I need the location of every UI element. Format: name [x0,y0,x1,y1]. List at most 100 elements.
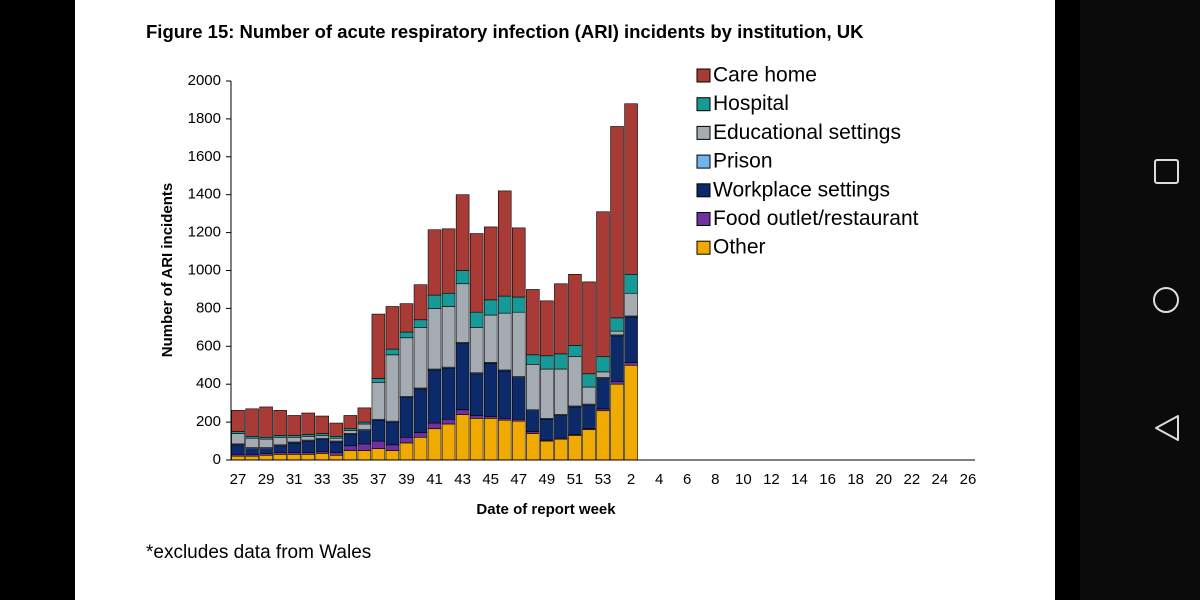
bar-segment [540,440,554,461]
bar-segment [455,409,470,415]
bar-segment [497,312,512,371]
x-tick-label: 26 [960,471,977,488]
x-tick-label: 16 [819,471,836,488]
legend-label: Other [713,236,766,259]
bar-segment [610,335,624,382]
bar-segment [441,228,456,294]
x-tick-label: 12 [763,471,780,488]
bar-segment [329,441,344,453]
bar-segment [469,311,484,328]
x-tick-label: 8 [711,471,719,488]
bar-segment [399,331,414,339]
bar-segment [301,440,315,453]
bar-segment [540,368,554,419]
bar-segment [469,327,484,374]
bar-segment [526,433,540,461]
bar-segment [483,418,498,461]
bar-segment [329,454,344,461]
bar-segment [259,438,273,448]
bar-segment [610,126,624,319]
bar-segment [441,306,456,368]
bar-segment [582,373,596,388]
x-tick-label: 24 [932,471,949,488]
bar-segment [287,436,301,443]
bar-segment [455,414,470,461]
x-tick-label: 35 [342,471,359,488]
bar-segment [385,306,400,350]
legend-label: Workplace settings [713,178,890,201]
chart-title: Figure 15: Number of acute respiratory i… [146,21,864,42]
bar-segment [497,295,512,314]
bar-segment [371,440,386,449]
x-tick-label: 39 [398,471,415,488]
bar-segment [399,436,414,444]
y-tick-label: 1000 [188,261,221,278]
bar-segment [259,448,273,454]
back-button[interactable] [1155,415,1179,441]
bar-segment [413,432,428,438]
bar-segment [245,448,259,455]
bar-segment [469,415,484,419]
bar-segment [385,450,400,461]
y-tick-label: 1600 [188,148,221,165]
x-tick-label: 2 [627,471,635,488]
bar-segment [441,423,456,461]
bar-segment [231,433,245,445]
x-tick-label: 37 [370,471,387,488]
x-tick-label: 6 [683,471,691,488]
recent-apps-button[interactable] [1154,159,1179,184]
x-tick-label: 41 [426,471,443,488]
bar-segment [540,418,554,441]
x-tick-label: 14 [791,471,808,488]
x-tick-label: 53 [595,471,612,488]
bar-segment [315,438,330,452]
bar-segment [385,354,400,422]
bar-segment [610,381,624,385]
bar-segment [469,418,484,461]
bar-segment [343,450,358,461]
bar-segment [287,415,301,436]
bar-segment [455,194,470,271]
bar-segment [427,428,442,461]
bar-segment [441,292,456,307]
bar-segment [624,273,638,294]
legend-swatch [696,183,711,198]
bar-segment [427,369,442,424]
bar-segment [385,421,400,446]
bar-segment [610,317,624,332]
bar-segment [568,406,582,435]
x-tick-label: 43 [454,471,471,488]
y-tick-label: 1800 [188,110,221,127]
bar-segment [441,367,456,420]
bar-segment [357,407,372,423]
bar-segment [329,452,344,456]
bar-segment [568,356,582,407]
y-tick-label: 400 [196,375,221,392]
bar-segment [483,299,498,316]
bar-segment [624,364,638,461]
bar-segment [231,455,245,461]
bar-segment [343,445,358,451]
bar-segment [483,363,498,417]
bar-segment [469,233,484,313]
bar-segment [554,415,568,439]
bar-segment [526,289,540,356]
legend-swatch [696,97,711,112]
legend-swatch [696,125,711,140]
footnote: *excludes data from Wales [146,542,371,563]
x-tick-label: 45 [482,471,499,488]
y-axis-title: Number of ARI incidents [159,183,176,357]
bar-segment [596,356,610,373]
bar-segment [301,454,315,461]
bar-segment [582,404,596,430]
bar-segment [554,353,568,370]
bar-segment [497,419,512,461]
home-button[interactable] [1153,287,1179,313]
bar-segment [596,378,610,410]
bar-segment [512,420,526,461]
x-tick-label: 20 [875,471,892,488]
bar-segment [329,437,344,442]
bar-segment [287,442,301,453]
y-tick-label: 600 [196,337,221,354]
legend-swatch [696,154,711,169]
